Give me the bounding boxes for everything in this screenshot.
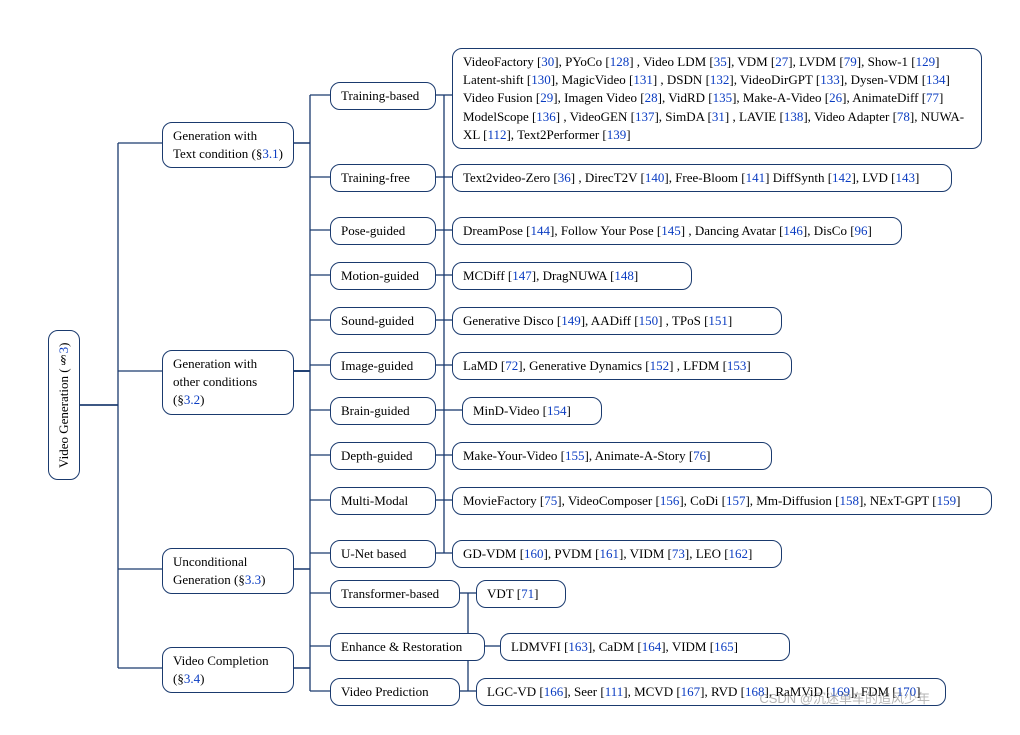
watermark: CSDN @沉迷单车的追风少年 <box>759 688 930 707</box>
citation-ref: 29 <box>540 90 553 105</box>
citation-ref: 96 <box>855 223 868 238</box>
citation-ref: 129 <box>916 54 936 69</box>
citation-ref: 128 <box>610 54 630 69</box>
citation-ref: 135 <box>713 90 733 105</box>
citation-ref: 148 <box>614 268 634 283</box>
citation-ref: 112 <box>487 127 506 142</box>
citation-ref: 151 <box>708 313 728 328</box>
citation-ref: 149 <box>561 313 581 328</box>
citation-ref: 75 <box>544 493 557 508</box>
l2-enhance-restoration: Enhance & Restoration <box>330 633 485 661</box>
leaf-training-based: VideoFactory [30], PYoCo [128] , Video L… <box>452 48 982 149</box>
citation-ref: 138 <box>784 109 804 124</box>
citation-ref: 130 <box>531 72 551 87</box>
citation-ref: 150 <box>639 313 659 328</box>
l2-image-guided: Image-guided <box>330 352 436 380</box>
citation-ref: 139 <box>607 127 627 142</box>
citation-ref: 145 <box>661 223 681 238</box>
citation-ref: 26 <box>829 90 842 105</box>
leaf-image: LaMD [72], Generative Dynamics [152] , L… <box>452 352 792 380</box>
leaf-multi: MovieFactory [75], VideoComposer [156], … <box>452 487 992 515</box>
citation-ref: 160 <box>524 546 544 561</box>
citation-ref: 141 <box>746 170 766 185</box>
citation-ref: 163 <box>568 639 588 654</box>
l2-video-prediction: Video Prediction <box>330 678 460 706</box>
citation-ref: 72 <box>505 358 518 373</box>
root-node: Video Generation (§3) <box>48 330 80 480</box>
citation-ref: 71 <box>521 586 534 601</box>
l2-sound-guided: Sound-guided <box>330 307 436 335</box>
l1-completion: Video Completion (§3.4) <box>162 647 294 693</box>
l2-depth-guided: Depth-guided <box>330 442 436 470</box>
citation-ref: 134 <box>926 72 946 87</box>
l1-text-condition: Generation with Text condition (§3.1) <box>162 122 294 168</box>
citation-ref: 161 <box>600 546 620 561</box>
citation-ref: 166 <box>544 684 564 699</box>
citation-ref: 155 <box>565 448 585 463</box>
citation-ref: 137 <box>635 109 655 124</box>
citation-ref: 162 <box>729 546 749 561</box>
l1-other-conditions: Generation with other conditions (§3.2) <box>162 350 294 415</box>
citation-ref: 154 <box>547 403 567 418</box>
root-label: Video Generation (§ <box>56 353 71 468</box>
l2-motion-guided: Motion-guided <box>330 262 436 290</box>
citation-ref: 79 <box>844 54 857 69</box>
l2-training-based: Training-based <box>330 82 436 110</box>
root-ref: 3 <box>56 347 71 354</box>
l1-unconditional: Unconditional Generation (§3.3) <box>162 548 294 594</box>
citation-ref: 73 <box>672 546 685 561</box>
leaf-transformer: VDT [71] <box>476 580 566 608</box>
citation-ref: 164 <box>642 639 662 654</box>
l2-unet-based: U-Net based <box>330 540 436 568</box>
citation-ref: 158 <box>839 493 859 508</box>
l2-pose-guided: Pose-guided <box>330 217 436 245</box>
citation-ref: 159 <box>937 493 957 508</box>
citation-ref: 143 <box>895 170 915 185</box>
citation-ref: 167 <box>681 684 701 699</box>
citation-ref: 27 <box>775 54 788 69</box>
citation-ref: 28 <box>645 90 658 105</box>
citation-ref: 78 <box>897 109 910 124</box>
citation-ref: 147 <box>512 268 532 283</box>
citation-ref: 31 <box>712 109 725 124</box>
citation-ref: 142 <box>832 170 852 185</box>
citation-ref: 153 <box>727 358 747 373</box>
citation-ref: 146 <box>783 223 803 238</box>
leaf-pose: DreamPose [144], Follow Your Pose [145] … <box>452 217 902 245</box>
citation-ref: 36 <box>558 170 571 185</box>
citation-ref: 77 <box>926 90 939 105</box>
citation-ref: 157 <box>726 493 746 508</box>
citation-ref: 156 <box>660 493 680 508</box>
leaf-enhance: LDMVFI [163], CaDM [164], VIDM [165] <box>500 633 790 661</box>
citation-ref: 35 <box>714 54 727 69</box>
leaf-training-free: Text2video-Zero [36] , DirecT2V [140], F… <box>452 164 952 192</box>
citation-ref: 30 <box>541 54 554 69</box>
leaf-unet: GD-VDM [160], PVDM [161], VIDM [73], LEO… <box>452 540 782 568</box>
citation-ref: 133 <box>820 72 840 87</box>
leaf-depth: Make-Your-Video [155], Animate-A-Story [… <box>452 442 772 470</box>
citation-ref: 140 <box>645 170 665 185</box>
citation-ref: 152 <box>650 358 670 373</box>
citation-ref: 165 <box>714 639 734 654</box>
citation-ref: 136 <box>536 109 556 124</box>
citation-ref: 132 <box>710 72 730 87</box>
l2-transformer-based: Transformer-based <box>330 580 460 608</box>
leaf-sound: Generative Disco [149], AADiff [150] , T… <box>452 307 782 335</box>
leaf-motion: MCDiff [147], DragNUWA [148] <box>452 262 692 290</box>
l2-brain-guided: Brain-guided <box>330 397 436 425</box>
citation-ref: 131 <box>633 72 653 87</box>
leaf-brain: MinD-Video [154] <box>462 397 602 425</box>
l2-multi-modal: Multi-Modal <box>330 487 436 515</box>
citation-ref: 144 <box>531 223 551 238</box>
citation-ref: 76 <box>693 448 706 463</box>
citation-ref: 111 <box>605 684 624 699</box>
l2-training-free: Training-free <box>330 164 436 192</box>
